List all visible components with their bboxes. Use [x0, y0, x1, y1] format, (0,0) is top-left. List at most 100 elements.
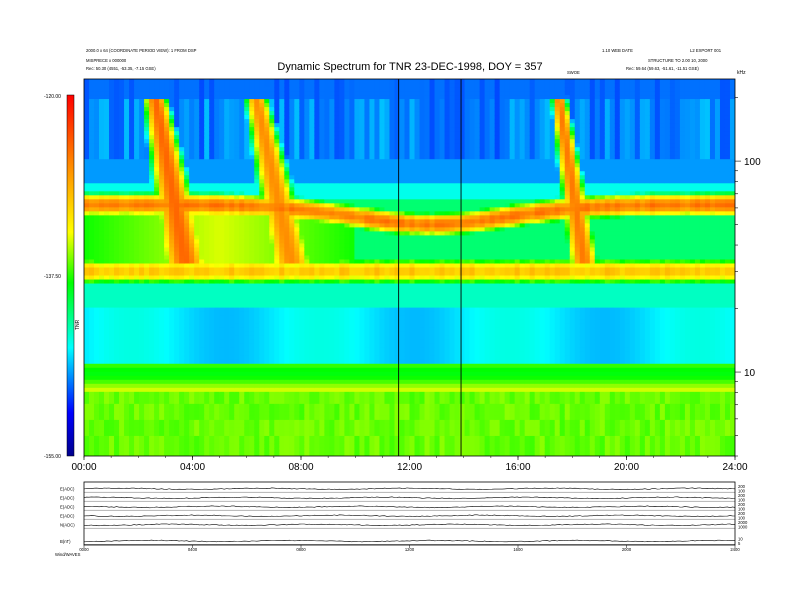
spectrum-cell: [199, 295, 205, 301]
spectrum-cell: [239, 355, 245, 361]
spectrum-cell: [204, 155, 210, 160]
spectrum-cell: [269, 195, 275, 200]
spectrum-cell: [164, 211, 170, 216]
spectrum-cell: [344, 235, 351, 241]
spectrum-cell: [259, 215, 265, 220]
spectrum-cell: [164, 411, 170, 417]
spectrum-cell: [199, 383, 205, 389]
spectrum-cell: [269, 403, 275, 409]
spectrum-cell: [89, 375, 95, 381]
spectrum-cell: [209, 227, 215, 232]
spectrum-cell: [184, 199, 190, 204]
spectrum-cell: [284, 323, 290, 329]
spectrum-cell: [239, 447, 245, 453]
spectrum-cell: [139, 271, 145, 277]
spectrum-cell: [119, 251, 125, 257]
spectrum-cell: [109, 203, 115, 208]
spectrum-cell: [84, 79, 90, 84]
spectrum-cell: [174, 339, 180, 345]
spectrum-cell: [339, 267, 345, 273]
spectrum-cell: [309, 139, 315, 144]
spectrum-cell: [279, 243, 285, 249]
spectrum-cell: [174, 295, 180, 301]
spectrum-cell: [334, 131, 340, 136]
spectrum-cell: [269, 175, 275, 180]
spectrum-cell: [319, 195, 325, 200]
spectrum-cell: [219, 187, 225, 192]
spectrum-cell: [234, 423, 240, 429]
spectrum-cell: [334, 443, 340, 449]
spectrum-cell: [249, 363, 255, 369]
spectrum-cell: [209, 299, 215, 305]
spectrum-cell: [259, 91, 265, 96]
spectrum-cell: [254, 291, 260, 297]
spectrum-cell: [304, 235, 310, 241]
spectrum-cell: [294, 107, 300, 112]
spectrum-cell: [124, 323, 130, 329]
spectrum-cell: [244, 111, 250, 116]
spectrum-cell: [164, 327, 170, 333]
spectrum-cell: [219, 227, 225, 232]
spectrum-cell: [144, 135, 150, 140]
spectrum-cell: [299, 355, 305, 361]
spectrum-cell: [219, 151, 225, 156]
spectrum-cell: [244, 151, 250, 156]
spectrum-cell: [219, 395, 225, 401]
spectrum-cell: [154, 239, 160, 245]
spectrum-cell: [249, 347, 255, 353]
spectrum-cell: [119, 307, 125, 313]
spectrum-cell: [219, 119, 225, 124]
spectrum-cell: [149, 155, 155, 160]
spectrum-cell: [199, 195, 205, 200]
spectrum-cell: [289, 451, 295, 456]
spectrum-cell: [239, 247, 245, 253]
spectrum-cell: [134, 239, 140, 245]
spectrum-cell: [184, 379, 190, 385]
spectrum-cell: [119, 371, 125, 377]
spectrum-cell: [189, 99, 195, 104]
spectrum-cell: [199, 135, 205, 140]
spectrum-cell: [284, 147, 290, 152]
spectrum-cell: [129, 355, 135, 361]
spectrum-cell: [89, 119, 95, 124]
spectrum-cell: [174, 79, 180, 84]
spectrum-cell: [174, 283, 180, 289]
spectrum-cell: [299, 107, 305, 112]
spectrum-cell: [179, 327, 185, 333]
spectrum-cell: [334, 419, 340, 425]
spectrum-cell: [189, 335, 195, 341]
spectrum-cell: [84, 187, 90, 192]
spectrum-cell: [104, 147, 110, 152]
spectrum-cell: [309, 447, 315, 453]
spectrum-cell: [204, 423, 210, 429]
spectrum-cell: [259, 371, 265, 377]
spectrum-cell: [264, 151, 270, 156]
spectrum-cell: [129, 387, 135, 393]
spectrum-cell: [84, 447, 90, 453]
spectrum-cell: [129, 111, 135, 116]
spectrum-cell: [309, 439, 315, 445]
spectrum-cell: [159, 303, 165, 309]
spectrum-cell: [264, 215, 270, 220]
spectrum-cell: [314, 263, 320, 269]
spectrum-cell: [299, 307, 305, 313]
spectrum-cell: [174, 99, 180, 104]
spectrum-cell: [164, 263, 170, 269]
spectrum-cell: [229, 95, 235, 100]
spectrum-cell: [319, 359, 325, 365]
spectrum-cell: [139, 131, 145, 136]
spectrum-cell: [224, 203, 230, 208]
spectrum-cell: [194, 127, 200, 132]
spectrum-cell: [104, 115, 110, 120]
spectrum-cell: [299, 259, 305, 265]
spectrum-cell: [294, 291, 300, 297]
spectrum-cell: [319, 319, 325, 325]
spectrum-cell: [139, 223, 145, 228]
spectrum-cell: [264, 435, 270, 441]
spectrum-cell: [249, 87, 255, 92]
spectrum-cell: [204, 367, 210, 373]
spectrum-cell: [104, 211, 110, 216]
spectrum-cell: [94, 259, 100, 265]
spectrum-cell: [339, 291, 345, 297]
spectrum-cell: [174, 347, 180, 353]
